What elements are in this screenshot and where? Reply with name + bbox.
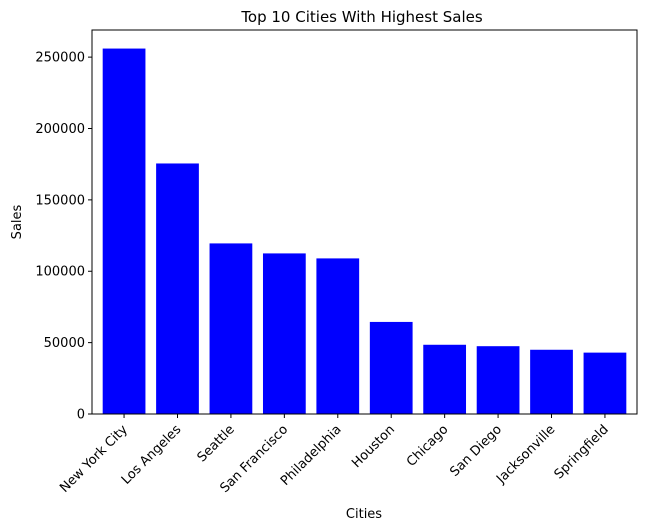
x-tick-label: Chicago [404,422,452,470]
bar-chicago [423,344,467,414]
x-tick-label: Houston [349,422,398,471]
x-axis-title: Cities [346,507,382,522]
x-tick-label: San Diego [447,422,505,480]
y-axis-title: Sales [10,204,25,239]
bar-philadelphia [316,258,360,414]
y-tick-label: 200000 [35,122,85,137]
bar-houston [369,321,413,414]
bar-los-angeles [156,163,199,414]
y-axis-ticks: 0 50000 100000 150000 200000 250000 [35,51,92,423]
y-tick-label: 100000 [35,265,85,280]
bar-san-francisco [262,253,306,414]
y-tick-label: 50000 [44,336,85,351]
bar-seattle [209,243,253,414]
bars-group [102,48,627,415]
y-tick-label: 250000 [35,51,85,66]
plot-frame [91,29,638,415]
bar-jacksonville [530,349,573,414]
x-tick-label: Seattle [195,422,238,465]
bar-san-diego [476,346,520,414]
y-tick-label: 0 [77,408,85,423]
x-tick-label: Springfield [552,422,612,482]
x-tick-label: New York City [57,422,131,496]
y-tick-label: 150000 [35,193,85,208]
bar-new-york-city [102,48,146,415]
chart-title: Top 10 Cities With Highest Sales [240,8,483,26]
bar-springfield [583,352,627,414]
